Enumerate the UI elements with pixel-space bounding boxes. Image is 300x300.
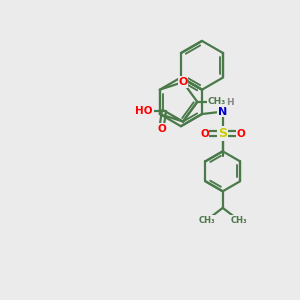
Text: O: O <box>178 77 188 87</box>
Text: CH₃: CH₃ <box>208 98 226 106</box>
Text: S: S <box>218 127 227 140</box>
Text: O: O <box>237 128 245 139</box>
Text: O: O <box>157 124 166 134</box>
Text: CH₃: CH₃ <box>199 216 215 225</box>
Text: CH₃: CH₃ <box>230 216 247 225</box>
Text: H: H <box>226 98 234 107</box>
Text: HO: HO <box>136 106 153 116</box>
Text: O: O <box>200 128 209 139</box>
Text: N: N <box>218 106 227 117</box>
